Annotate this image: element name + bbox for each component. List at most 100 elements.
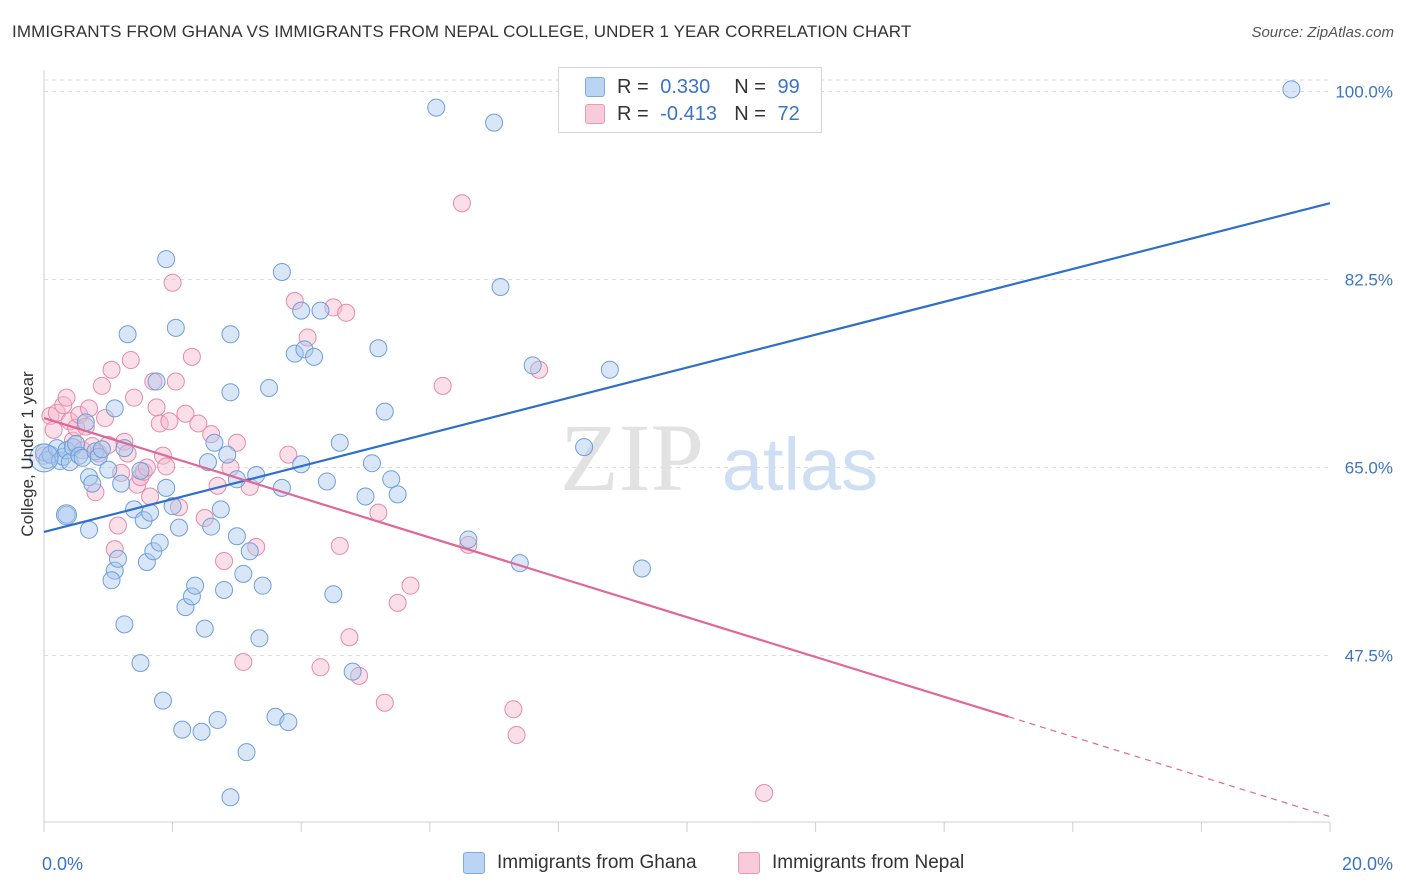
ghana-point — [131, 654, 150, 673]
nepal-point — [170, 498, 189, 517]
y-tick-label: 47.5% — [1345, 646, 1393, 665]
nepal-point — [401, 576, 420, 595]
ghana-point — [208, 710, 227, 729]
ghana-point — [205, 433, 224, 452]
ghana-point — [173, 720, 192, 739]
nepal-point — [182, 347, 201, 366]
y-tick-label: 82.5% — [1345, 270, 1393, 289]
n-label: N = — [734, 75, 766, 98]
source-credit: Source: ZipAtlas.com — [1251, 24, 1394, 41]
legend-row-ghana: R = 0.330 N = 99 — [585, 75, 800, 99]
ghana-legend-swatch — [463, 852, 485, 874]
nepal-point — [76, 417, 95, 436]
n-value-nepal: 72 — [777, 102, 800, 125]
ghana-point — [295, 340, 314, 359]
ghana-point — [166, 318, 185, 337]
nepal-point — [337, 303, 356, 322]
ghana-point — [305, 347, 324, 366]
nepal-point — [189, 414, 208, 433]
nepal-point — [388, 593, 407, 612]
legend-item-ghana: Immigrants from Ghana — [463, 852, 697, 874]
nepal-point — [215, 551, 234, 570]
n-value-ghana: 99 — [777, 75, 800, 98]
ghana-point — [237, 743, 256, 762]
ghana-point — [491, 278, 510, 297]
ghana-point — [459, 530, 478, 549]
nepal-point — [131, 468, 150, 487]
ghana-point — [211, 500, 230, 519]
nepal-legend-swatch — [738, 852, 760, 874]
nepal-point — [115, 432, 134, 451]
watermark-zip: ZIP — [560, 404, 704, 511]
nepal-point — [83, 437, 102, 455]
ghana-point — [632, 559, 651, 578]
nepal-point — [125, 388, 144, 407]
ghana-point — [105, 399, 124, 418]
ghana-point — [170, 518, 189, 537]
nepal-point — [279, 445, 298, 464]
ghana-point — [92, 440, 111, 459]
x-tick-label: 0.0% — [42, 854, 83, 874]
r-label: R = — [617, 102, 649, 125]
ghana-point — [600, 360, 619, 379]
correlation-legend: R = 0.330 N = 99 R = -0.413 N = 72 — [558, 67, 822, 133]
nepal-point — [504, 700, 523, 719]
ghana-point — [176, 598, 195, 617]
nepal-trend-extension — [1008, 716, 1331, 818]
ghana-point — [272, 262, 291, 281]
ghana-point — [1282, 80, 1301, 99]
nepal-point — [227, 433, 246, 452]
ghana-point — [99, 460, 118, 479]
nepal-point — [176, 404, 195, 423]
legend-item-nepal: Immigrants from Nepal — [738, 852, 964, 874]
ghana-point — [134, 511, 153, 530]
nepal-point — [369, 503, 388, 522]
x-tick-label: 20.0% — [1342, 854, 1393, 874]
nepal-point — [102, 360, 121, 379]
nepal-trend-line — [43, 417, 1009, 718]
ghana-point-cluster — [29, 443, 59, 473]
legend-label-nepal: Immigrants from Nepal — [772, 852, 965, 873]
ghana-point — [575, 438, 594, 457]
ghana-point — [147, 372, 166, 391]
tick-labels: 47.5% 65.0% 82.5% 100.0% 0.0% 20.0% — [42, 82, 1393, 874]
ghana-point — [137, 553, 156, 572]
ghana-point — [218, 445, 237, 464]
ghana-swatch — [585, 77, 605, 97]
nepal-point — [57, 388, 76, 407]
ghana-point — [369, 339, 388, 358]
ghana-point — [375, 402, 394, 421]
nepal-point — [755, 783, 774, 802]
ghana-point — [80, 520, 99, 539]
ghana-point — [221, 788, 240, 807]
y-tick-label: 65.0% — [1345, 458, 1393, 477]
nepal-swatch — [585, 104, 605, 124]
ghana-point — [362, 454, 381, 473]
ghana-point — [192, 722, 211, 741]
ghana-point — [215, 580, 234, 599]
ghana-point — [108, 549, 127, 568]
ghana-point — [163, 497, 182, 516]
ghana-point — [343, 662, 362, 681]
ghana-point — [388, 485, 407, 504]
ghana-point — [150, 533, 169, 552]
ghana-point — [186, 576, 205, 595]
ghana-trend-line — [43, 202, 1331, 534]
ghana-point — [234, 564, 253, 583]
ghana-point — [279, 713, 298, 732]
ghana-point — [260, 378, 279, 397]
chart-title: IMMIGRANTS FROM GHANA VS IMMIGRANTS FROM… — [12, 22, 912, 41]
ghana-point — [253, 576, 272, 595]
ghana-point — [105, 561, 124, 580]
ghana-point — [198, 453, 217, 472]
ghana-point — [131, 461, 150, 480]
nepal-point — [96, 409, 115, 428]
ghana-point — [285, 344, 304, 363]
nepal-point — [234, 652, 253, 671]
nepal-point — [340, 628, 359, 647]
ghana-point — [356, 487, 375, 506]
ghana-point — [382, 470, 401, 489]
nepal-point — [433, 376, 452, 395]
ghana-point — [250, 629, 269, 648]
ghana-point-cluster — [56, 504, 78, 526]
